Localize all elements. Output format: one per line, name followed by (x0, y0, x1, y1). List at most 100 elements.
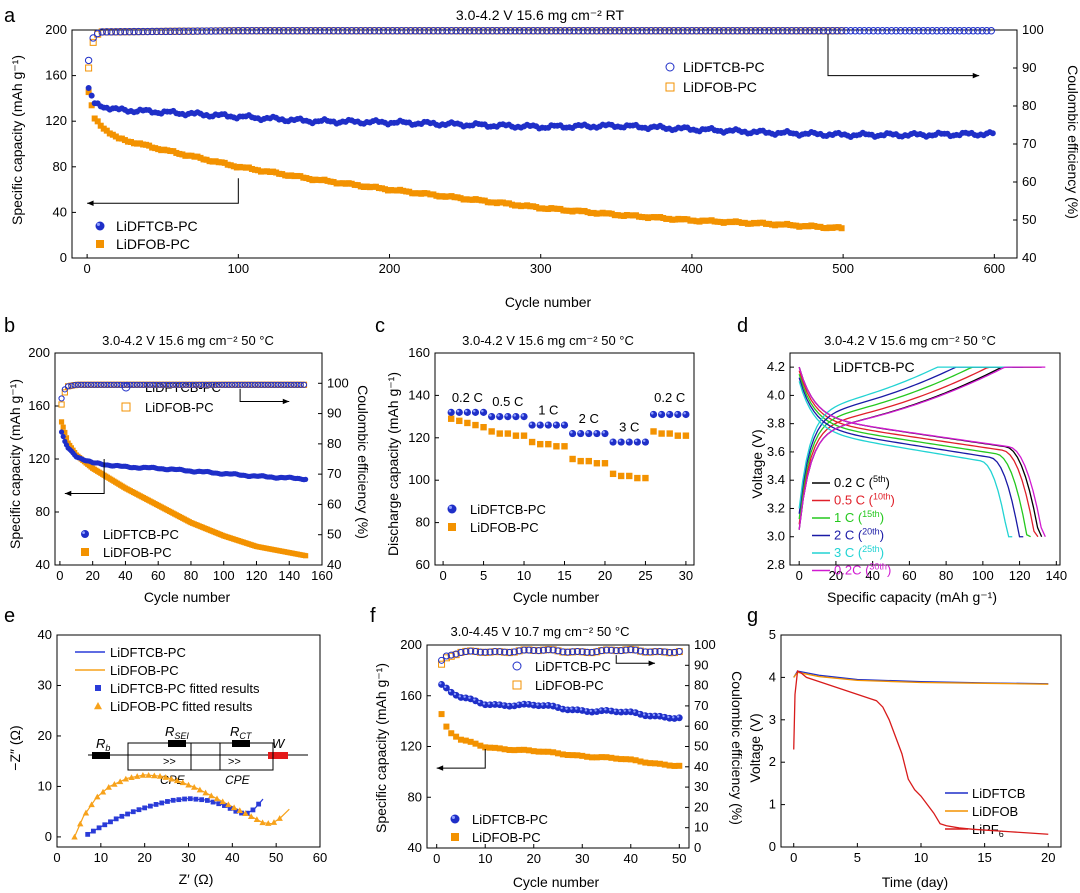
data-point (924, 27, 932, 35)
data-point (617, 647, 625, 655)
data-point (282, 172, 289, 179)
legend-label: 0.2 C (5th) (834, 474, 890, 490)
data-point-highlight (468, 696, 471, 699)
data-point (806, 27, 814, 35)
data-point (245, 164, 252, 171)
y-tick-label: 0 (60, 250, 67, 265)
data-point (528, 438, 536, 446)
data-point (548, 205, 555, 212)
data-point (180, 27, 188, 35)
arrow-to-right-axis-head (972, 72, 980, 79)
data-point (412, 190, 419, 197)
data-point (670, 27, 678, 35)
data-point (512, 413, 520, 421)
data-point (808, 222, 815, 229)
data-point (573, 647, 581, 655)
data-point (207, 27, 215, 35)
data-point-highlight (545, 422, 549, 426)
data-point (515, 647, 523, 655)
data-point (574, 27, 583, 35)
data-point (820, 224, 827, 231)
data-point (270, 27, 279, 35)
data-point (488, 27, 497, 35)
data-point (681, 216, 688, 223)
plot-frame (789, 352, 1061, 566)
data-point (583, 648, 591, 656)
data-point (499, 199, 506, 206)
data-point (487, 744, 494, 751)
data-point (448, 730, 455, 737)
data-point (77, 820, 84, 827)
data-point (88, 102, 95, 109)
data-point (97, 381, 104, 388)
data-point (163, 381, 170, 388)
data-point (199, 797, 205, 803)
x-tick-label: 20 (85, 568, 99, 583)
data-point (149, 144, 156, 151)
data-point (261, 27, 270, 35)
charge-curve (798, 366, 1046, 530)
data-point (84, 56, 93, 65)
panel-a-ylabel: Specific capacity (mAh g⁻¹) (9, 55, 25, 225)
data-point (258, 168, 264, 175)
data-point (85, 85, 92, 92)
data-point (772, 222, 779, 229)
data-point (289, 27, 297, 35)
data-point (598, 754, 605, 761)
data-point (759, 219, 766, 226)
data-point (475, 196, 482, 203)
data-point (545, 206, 552, 213)
data-point (248, 27, 256, 35)
data-point (145, 771, 152, 778)
data-point (528, 421, 536, 429)
data-point (569, 752, 576, 759)
data-point (666, 215, 673, 222)
data-point (569, 648, 577, 656)
data-point (136, 807, 142, 813)
data-point-highlight (618, 439, 622, 443)
data-point (577, 429, 585, 438)
legend-label: 0.2C (30th) (834, 562, 891, 578)
data-point-highlight (82, 531, 85, 534)
data-point-highlight (521, 414, 525, 417)
legend-upper-dftcb: LiDFTCB-PC (683, 59, 765, 75)
data-point (753, 220, 760, 227)
data-point (496, 430, 503, 437)
data-point (298, 27, 306, 35)
data-point (642, 214, 649, 221)
data-point (504, 430, 512, 437)
data-point (342, 180, 349, 187)
x-tick-label: 300 (530, 261, 552, 276)
legend-label: 2 C (20th) (834, 527, 884, 543)
data-point (682, 410, 690, 419)
data-point (588, 754, 595, 761)
data-point (82, 809, 90, 816)
legend-dftcb: LiDFTCB-PC (110, 645, 186, 660)
panel-b: b 3.0-4.2 V 15.6 mg cm⁻² 50 °C Cycle num… (4, 315, 371, 605)
data-point (462, 737, 469, 744)
data-point (602, 210, 609, 217)
data-point (182, 796, 187, 802)
panel-d: d 3.0-4.2 V 15.6 mg cm⁻² 50 °C LiDFTCB-P… (737, 315, 1067, 605)
data-point (281, 381, 288, 388)
data-point (115, 135, 122, 142)
data-point (171, 27, 179, 35)
data-point (656, 760, 663, 767)
data-point (212, 158, 219, 165)
data-point (128, 774, 135, 781)
data-point (723, 219, 730, 226)
data-point-highlight (599, 708, 602, 711)
data-point (394, 187, 401, 194)
data-point (461, 27, 469, 35)
data-point (512, 680, 522, 690)
data-point (311, 27, 320, 35)
data-point (256, 801, 262, 807)
data-point (540, 748, 547, 755)
data-point (702, 217, 709, 224)
data-point (81, 381, 88, 388)
discharge-curve (798, 370, 1039, 538)
legend-upper-dfob: LiDFOB-PC (683, 79, 757, 95)
data-point-highlight (659, 411, 662, 415)
data-point (579, 27, 587, 35)
data-point (699, 217, 706, 224)
